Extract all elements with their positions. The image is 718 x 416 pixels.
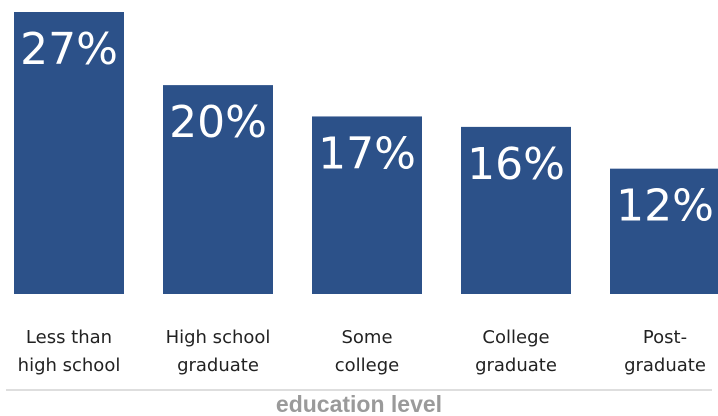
bar-2	[163, 85, 273, 294]
x-axis-label: education level	[276, 391, 442, 416]
value-label-2: 20%	[169, 97, 267, 148]
category-label-5-line-1: Post-	[643, 327, 687, 348]
bar-5	[610, 168, 718, 294]
value-label-4: 16%	[467, 139, 565, 190]
category-label-3-line-1: Some	[341, 327, 392, 348]
category-labels-group: Less than high school High school graduate S…	[18, 327, 706, 376]
category-label-1-line-1: Less than	[26, 327, 112, 348]
bar-3	[312, 116, 422, 294]
value-labels-group: 27% 20% 17% 16% 12%	[20, 24, 714, 232]
bar-1	[14, 12, 124, 294]
bar-4	[461, 126, 571, 294]
category-label-2-line-1: High school	[166, 327, 271, 348]
category-label-4-line-1: College	[482, 327, 549, 348]
value-label-5: 12%	[616, 181, 714, 232]
category-label-2-line-2: graduate	[177, 355, 259, 376]
category-label-4-line-2: graduate	[475, 355, 557, 376]
bars-group	[14, 12, 718, 294]
value-label-1: 27%	[20, 24, 118, 75]
value-label-3: 17%	[318, 128, 416, 179]
category-label-1-line-2: high school	[18, 355, 121, 376]
category-label-3-line-2: college	[335, 355, 400, 376]
category-label-5-line-2: graduate	[624, 355, 706, 376]
